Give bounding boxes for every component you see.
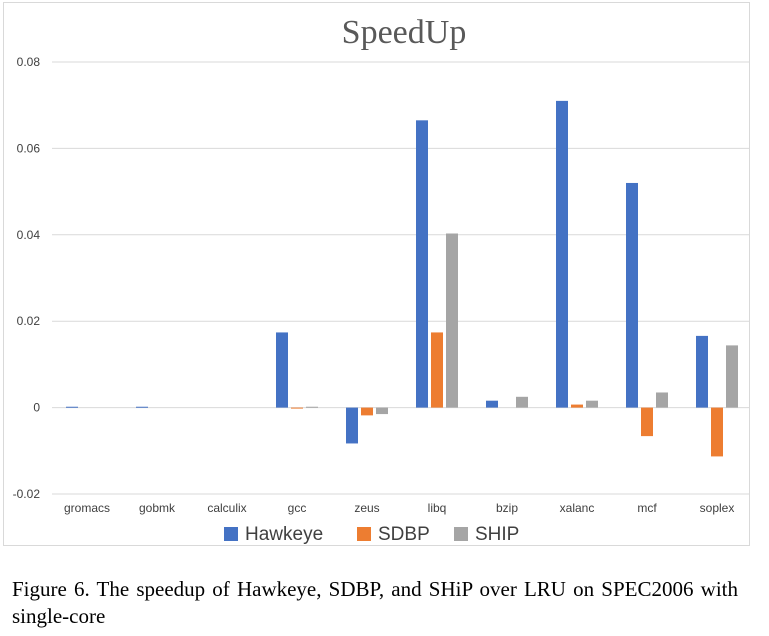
x-tick-label: zeus — [354, 501, 379, 515]
bar-hawkeye-bzip — [486, 400, 498, 408]
bar-ship-mcf — [656, 392, 668, 408]
chart-frame: SpeedUp -0.02 0 0.02 0.04 0.06 0.08 gromacs gobm… — [3, 2, 750, 546]
bar-sdbp-mcf — [641, 407, 653, 437]
bar-ship-bzip — [516, 396, 528, 408]
bar-sdbp-libq — [431, 332, 443, 408]
y-tick-label: 0 — [33, 401, 40, 415]
figure-caption: Figure 6. The speedup of Hawkeye, SDBP, … — [12, 577, 738, 628]
bar-hawkeye-xalanc — [556, 100, 568, 408]
y-tick-label: 0.06 — [17, 141, 41, 155]
bar-hawkeye-mcf — [626, 182, 638, 408]
legend-swatch-hawkeye — [224, 527, 238, 541]
x-tick-label: bzip — [496, 501, 518, 515]
bar-sdbp-gcc — [291, 407, 303, 409]
y-tick-label: -0.02 — [13, 487, 41, 501]
bar-hawkeye-gobmk — [136, 406, 148, 408]
bar-sdbp-zeus — [361, 407, 373, 416]
legend-swatch-sdbp — [357, 527, 371, 541]
y-tick-label: 0.04 — [17, 228, 41, 242]
legend-label-hawkeye: Hawkeye — [245, 524, 323, 545]
bar-ship-xalanc — [586, 400, 598, 408]
bar-ship-zeus — [376, 407, 388, 415]
x-tick-label: soplex — [700, 501, 735, 515]
x-tick-label: gromacs — [64, 501, 110, 515]
bar-hawkeye-soplex — [696, 335, 708, 408]
bar-sdbp-xalanc — [571, 404, 583, 408]
x-tick-label: mcf — [637, 501, 657, 515]
bar-hawkeye-zeus — [346, 407, 358, 444]
x-tick-label: calculix — [207, 501, 246, 515]
x-tick-label: gcc — [288, 501, 307, 515]
bar-sdbp-soplex — [711, 407, 723, 457]
legend-label-ship: SHIP — [475, 524, 519, 545]
bar-ship-libq — [446, 233, 458, 408]
bar-hawkeye-libq — [416, 120, 428, 408]
legend-swatch-ship — [454, 527, 468, 541]
chart-title: SpeedUp — [342, 14, 467, 51]
x-tick-label: libq — [428, 501, 447, 515]
y-tick-label: 0.08 — [17, 55, 41, 69]
bar-ship-soplex — [726, 345, 738, 408]
x-tick-label: xalanc — [560, 501, 595, 515]
y-tick-label: 0.02 — [17, 314, 41, 328]
bar-hawkeye-gcc — [276, 332, 288, 408]
legend-label-sdbp: SDBP — [378, 524, 430, 545]
bar-ship-gcc — [306, 406, 318, 408]
bar-hawkeye-gromacs — [66, 406, 78, 408]
x-tick-label: gobmk — [139, 501, 176, 515]
speedup-chart: SpeedUp -0.02 0 0.02 0.04 0.06 0.08 gromacs gobm… — [13, 14, 749, 545]
